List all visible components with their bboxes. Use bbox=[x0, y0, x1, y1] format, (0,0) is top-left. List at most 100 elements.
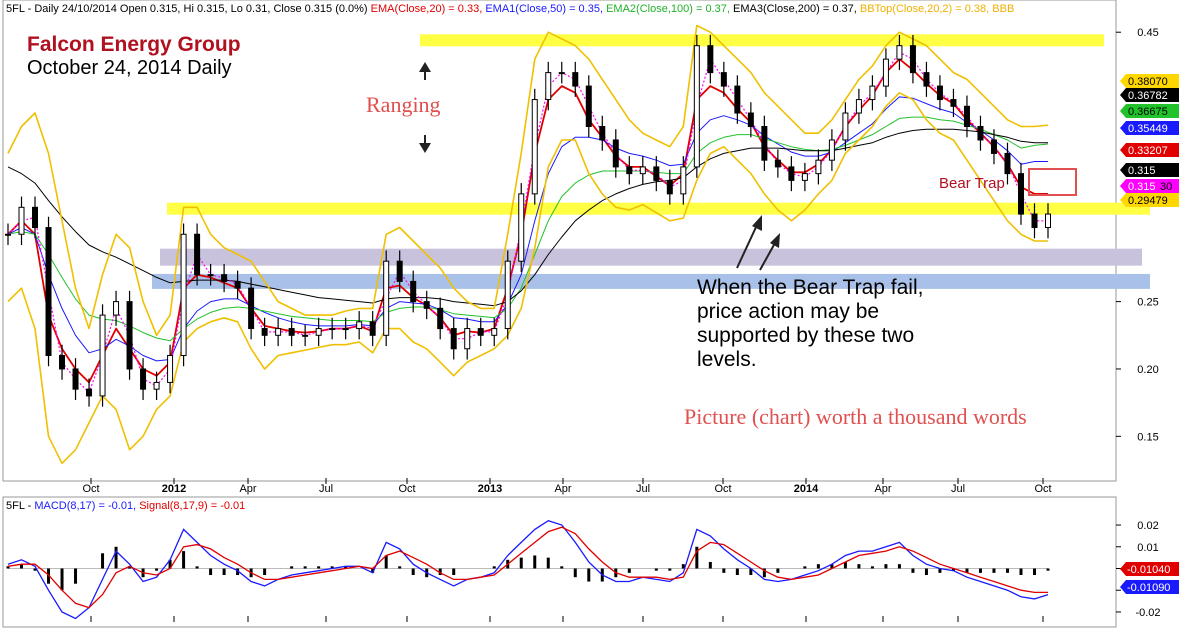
price-bar bbox=[32, 196, 39, 239]
signal-readout: Signal(8,17,9) = -0.01 bbox=[139, 500, 246, 512]
price-bar bbox=[342, 317, 349, 340]
price-bar bbox=[855, 88, 862, 124]
price-tag: 0.315 bbox=[1120, 179, 1179, 193]
price-bar bbox=[626, 156, 633, 185]
price-bar bbox=[869, 75, 876, 111]
svg-text:0.38070: 0.38070 bbox=[1128, 76, 1168, 88]
price-tag: 0.36675 bbox=[1120, 104, 1179, 118]
price-bar bbox=[707, 34, 714, 84]
support-band-1 bbox=[160, 248, 1142, 266]
y-tick-label: 0.20 bbox=[1137, 364, 1158, 376]
price-bar bbox=[531, 88, 538, 205]
price-bar bbox=[720, 61, 727, 97]
svg-text:0.36782: 0.36782 bbox=[1128, 90, 1168, 102]
price-bar bbox=[423, 290, 430, 320]
svg-text:-0.01090: -0.01090 bbox=[1127, 582, 1170, 594]
price-bar bbox=[99, 304, 106, 407]
company-title: Falcon Energy Group bbox=[27, 33, 241, 56]
svg-text:0.35449: 0.35449 bbox=[1128, 123, 1168, 135]
price-tag: 0.38070 bbox=[1120, 74, 1179, 88]
price-bar bbox=[639, 156, 646, 185]
price-tag-tail: 30 bbox=[1160, 181, 1172, 193]
price-bar bbox=[315, 317, 322, 347]
price-bar bbox=[977, 115, 984, 151]
price-bar bbox=[59, 344, 66, 380]
price-bar bbox=[761, 115, 768, 171]
price-bar bbox=[329, 317, 336, 340]
support-note-line: supported by these two bbox=[697, 324, 915, 347]
price-bar bbox=[369, 311, 376, 347]
price-bar bbox=[383, 250, 390, 347]
price-bar bbox=[261, 317, 268, 347]
svg-text:0.315: 0.315 bbox=[1128, 165, 1156, 177]
x-tick-label: Oct bbox=[82, 483, 99, 495]
price-bar bbox=[585, 75, 592, 138]
price-bar bbox=[207, 263, 214, 286]
price-bar bbox=[963, 95, 970, 138]
x-tick-label: Oct bbox=[714, 483, 731, 495]
price-bar bbox=[437, 297, 444, 340]
price-bar bbox=[5, 223, 11, 246]
price-bar bbox=[18, 196, 25, 246]
chart-caption: Picture (chart) worth a thousand words bbox=[684, 404, 1027, 429]
x-tick-label: Jul bbox=[319, 483, 333, 495]
chart-header: 5FL - Daily 24/10/2014 Open 0.315, Hi 0.… bbox=[6, 3, 1014, 15]
macd-y-tick-label: 0.01 bbox=[1137, 542, 1158, 554]
bear-trap-box bbox=[1028, 168, 1077, 196]
support-note-line: When the Bear Trap fail, bbox=[697, 276, 924, 299]
ema200-readout: EMA3(Close,200) = 0.37, bbox=[732, 3, 857, 15]
ranging-label: Ranging bbox=[366, 92, 441, 117]
price-bar bbox=[612, 129, 619, 178]
price-bar bbox=[558, 61, 565, 84]
bear-trap-label: Bear Trap bbox=[939, 175, 1005, 192]
price-bar bbox=[923, 61, 930, 97]
price-bar bbox=[950, 88, 957, 118]
price-bar bbox=[275, 317, 282, 347]
ema50-readout: EMA1(Close,50) = 0.35, bbox=[485, 3, 604, 15]
price-bar bbox=[666, 169, 673, 205]
macd-tag: -0.01040 bbox=[1120, 562, 1179, 576]
price-bar bbox=[653, 156, 660, 192]
price-tag: 0.29479 bbox=[1120, 193, 1179, 207]
signal-line bbox=[7, 526, 1048, 609]
svg-text:0.29479: 0.29479 bbox=[1128, 195, 1168, 207]
price-bar bbox=[491, 317, 498, 347]
price-bar bbox=[126, 290, 133, 380]
bbbot-readout: BBB bbox=[992, 3, 1015, 15]
x-tick-label: Jul bbox=[636, 483, 650, 495]
price-panel-frame bbox=[2, 0, 1117, 482]
svg-text:0.315: 0.315 bbox=[1128, 181, 1156, 193]
support-note-line: price action may be bbox=[697, 300, 880, 323]
price-bar bbox=[815, 149, 822, 185]
price-bar bbox=[545, 61, 552, 111]
price-bar bbox=[248, 277, 255, 340]
price-bar bbox=[1004, 142, 1011, 185]
price-bar bbox=[410, 270, 417, 313]
price-bar bbox=[774, 149, 781, 178]
price-bar bbox=[194, 223, 201, 286]
macd-y-tick-label: -0.02 bbox=[1135, 607, 1160, 619]
price-bar bbox=[153, 371, 160, 400]
price-bar bbox=[801, 162, 808, 192]
price-bar bbox=[140, 358, 147, 400]
price-bar bbox=[221, 263, 228, 293]
support-arrows bbox=[736, 215, 780, 271]
price-bar bbox=[680, 156, 687, 205]
symbol-info: 5FL - Daily 24/10/2014 Open 0.315, Hi 0.… bbox=[6, 3, 368, 15]
price-bar bbox=[896, 34, 903, 70]
price-bar bbox=[477, 317, 484, 347]
price-bar bbox=[842, 102, 849, 151]
y-tick-label: 0.25 bbox=[1137, 297, 1158, 309]
ranging-top-band bbox=[420, 34, 1104, 47]
price-bar bbox=[1031, 203, 1038, 239]
price-bar bbox=[882, 48, 889, 97]
x-tick-label: Oct bbox=[1034, 483, 1051, 495]
macd-readout: MACD(8,17) = -0.01, bbox=[34, 500, 137, 512]
price-tag: 0.35449 bbox=[1120, 121, 1179, 135]
support-band-2 bbox=[152, 273, 1150, 289]
price-bar bbox=[518, 183, 525, 272]
macd-tag: -0.01090 bbox=[1120, 580, 1179, 594]
price-bar bbox=[572, 61, 579, 97]
